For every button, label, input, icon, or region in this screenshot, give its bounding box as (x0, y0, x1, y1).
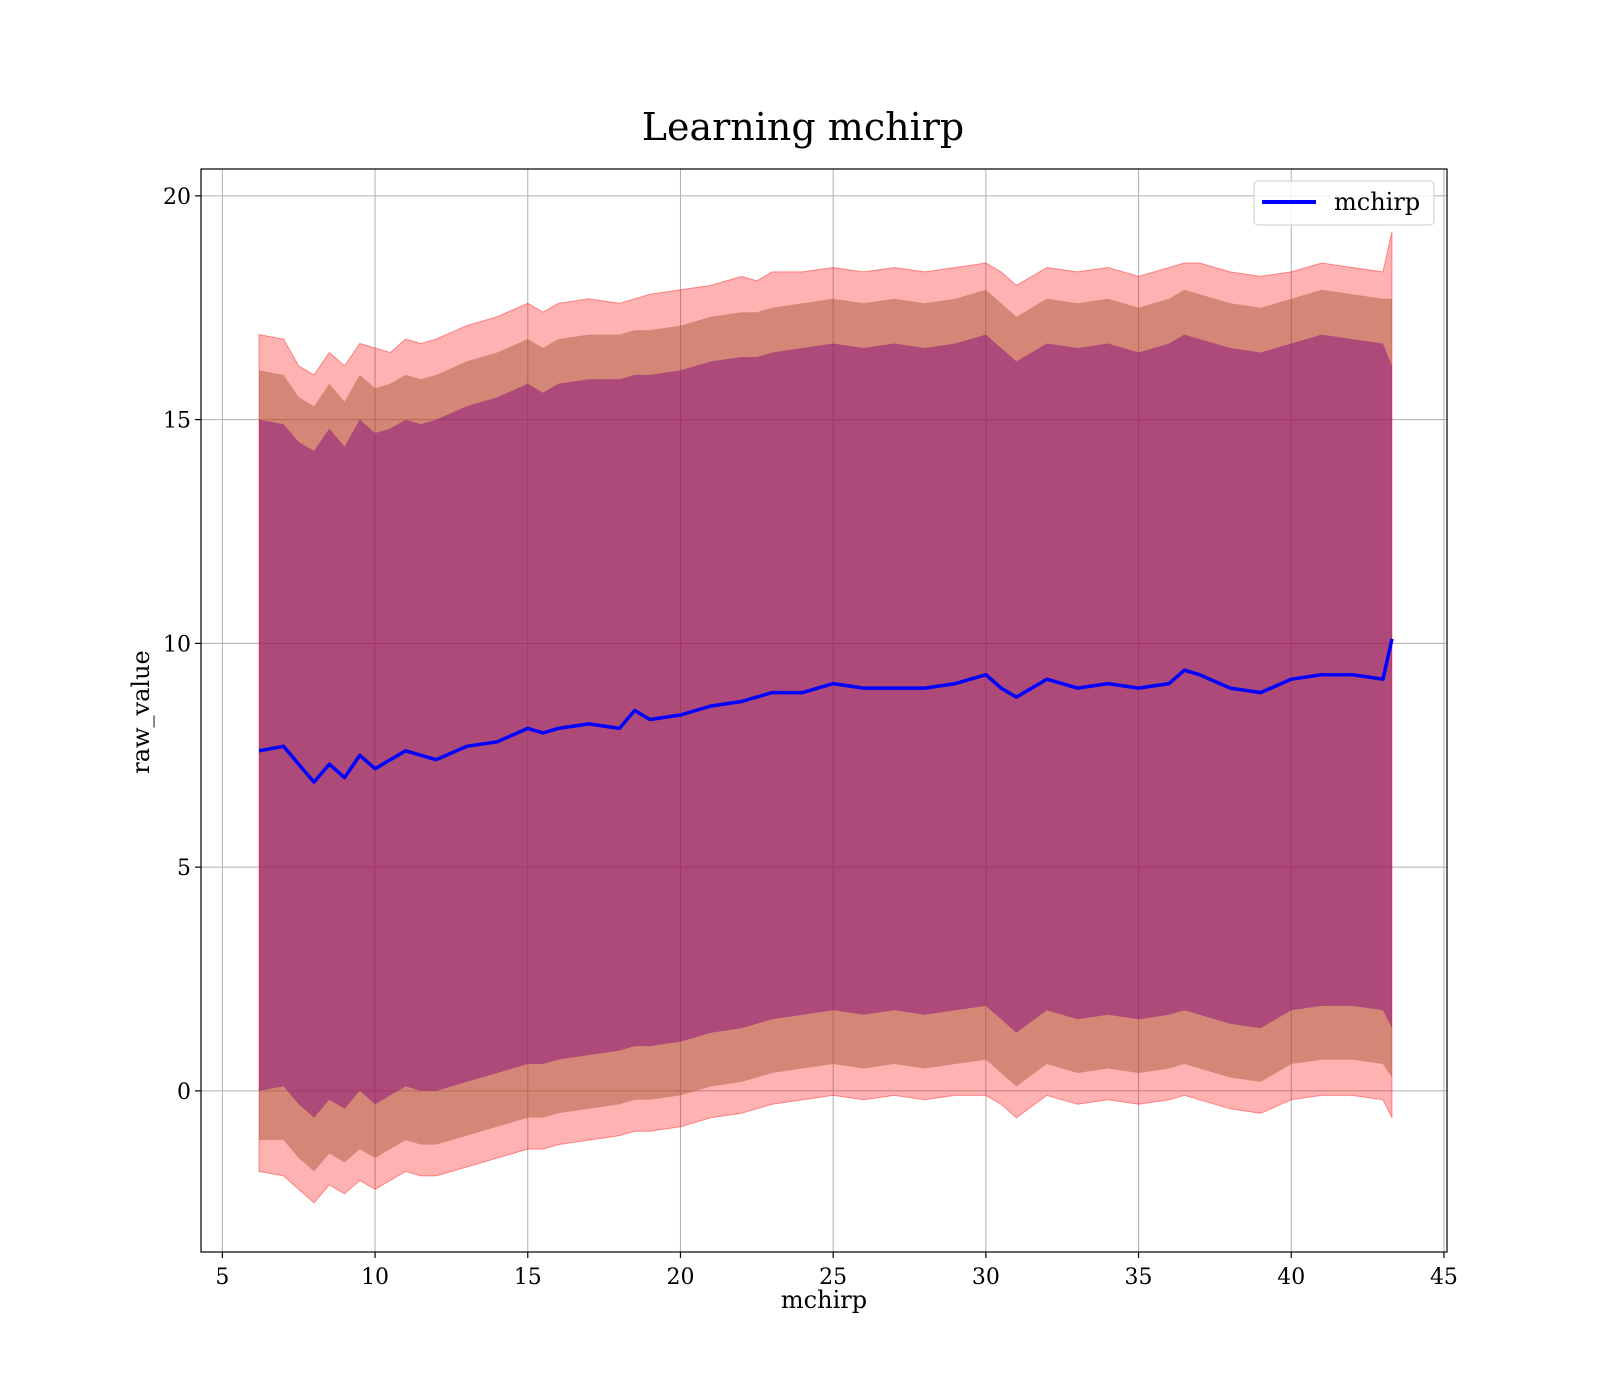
axis-ticks: 5 10 15 20 25 30 35 40 45 0 5 10 15 20 (163, 185, 1458, 1290)
x-axis-label: mchirp (781, 1286, 867, 1314)
band-inner (259, 334, 1392, 1118)
series-line-mchirp (258, 638, 1394, 784)
band-middle (259, 289, 1392, 1172)
chart-title: Learning mchirp (642, 105, 964, 149)
band-outer (258, 231, 1393, 1204)
legend-box (1253, 180, 1435, 226)
grid-lines (201, 169, 1447, 1252)
x-tick-label-25: 25 (819, 1265, 847, 1290)
x-tick-label-10: 10 (361, 1265, 389, 1290)
y-tick-label-20: 20 (163, 185, 191, 210)
plot-frame (200, 168, 1448, 1253)
x-tick-label-45: 45 (1430, 1265, 1458, 1290)
x-tick-label-35: 35 (1125, 1265, 1153, 1290)
legend: mchirp (1253, 180, 1435, 226)
y-tick-label-0: 0 (177, 1080, 191, 1105)
legend-label: mchirp (1334, 188, 1420, 216)
x-tick-label-30: 30 (972, 1265, 1000, 1290)
x-tick-label-40: 40 (1277, 1265, 1305, 1290)
confidence-bands (258, 231, 1393, 1204)
x-tick-label-20: 20 (666, 1265, 694, 1290)
y-tick-label-15: 15 (163, 409, 191, 434)
y-tick-label-10: 10 (163, 632, 191, 657)
x-tick-label-15: 15 (514, 1265, 542, 1290)
y-axis-label: raw_value (127, 650, 155, 774)
x-tick-label-5: 5 (215, 1265, 229, 1290)
y-tick-label-5: 5 (177, 856, 191, 881)
series-lines (258, 638, 1394, 784)
